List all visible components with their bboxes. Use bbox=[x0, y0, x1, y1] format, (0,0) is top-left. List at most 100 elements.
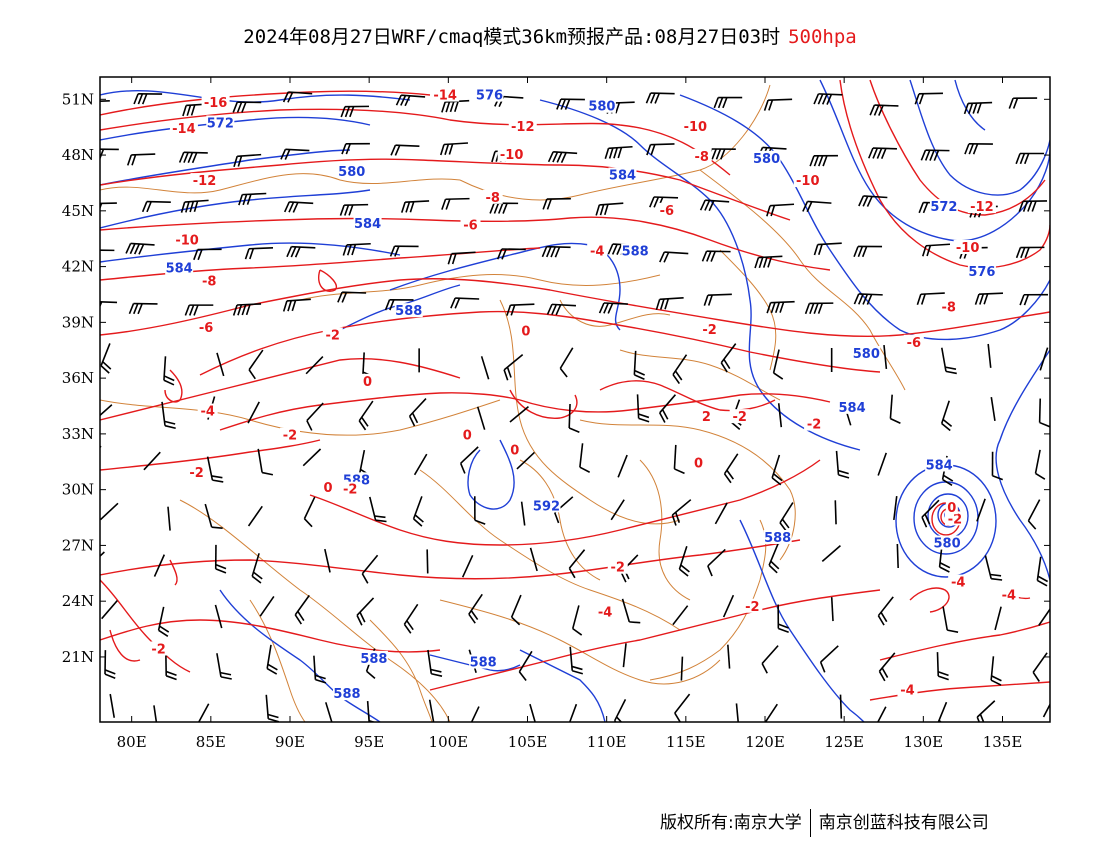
temperature-contour-label-text: -14 bbox=[172, 122, 196, 137]
wind-barb bbox=[184, 304, 214, 316]
lat-label: 27N bbox=[62, 536, 94, 554]
wind-barb bbox=[659, 251, 689, 263]
height-contour-label: 580 bbox=[587, 98, 616, 115]
wind-barb bbox=[595, 202, 624, 216]
height-contour-label: 588 bbox=[394, 303, 423, 319]
height-contour-label-text: 592 bbox=[533, 499, 560, 514]
wind-barb bbox=[520, 501, 526, 526]
wind-barb bbox=[128, 302, 158, 315]
lon-tick-95E: 95E bbox=[354, 77, 384, 751]
temperature-contour-label-text: -2 bbox=[732, 410, 746, 425]
wind-barb bbox=[671, 499, 692, 526]
wind-barb bbox=[461, 554, 474, 578]
lat-tick-21N: 21N bbox=[62, 648, 1050, 666]
temperature-contour-label: -4 bbox=[595, 604, 616, 620]
wind-barb bbox=[341, 142, 370, 155]
boundary-lines bbox=[100, 84, 906, 722]
temperature-contour-label: -2 bbox=[699, 321, 720, 338]
wind-barb bbox=[294, 594, 310, 625]
temperature-contour-label: -6 bbox=[903, 334, 924, 351]
wind-barb bbox=[216, 653, 232, 680]
wind-barb bbox=[447, 251, 476, 265]
wind-barb bbox=[720, 343, 737, 373]
wind-barb bbox=[610, 499, 625, 521]
wind-barb bbox=[735, 703, 739, 722]
wind-barb bbox=[1034, 449, 1046, 480]
temperature-contour-label-text: -12 bbox=[970, 200, 994, 215]
wind-barb bbox=[302, 448, 322, 467]
temperature-contour-label-text: 0 bbox=[521, 325, 530, 340]
wind-barb bbox=[100, 148, 119, 160]
temperature-contour-label-text: -4 bbox=[900, 683, 914, 698]
temperature-contour-label-text: -12 bbox=[511, 120, 535, 135]
lon-tick-100E: 100E bbox=[429, 77, 468, 751]
height-contour-label-text: 572 bbox=[207, 116, 234, 131]
lat-label: 24N bbox=[62, 592, 94, 610]
height-contour-label-text: 576 bbox=[476, 89, 503, 104]
temperature-contour-label-text: -12 bbox=[193, 174, 217, 189]
height-contour-label: 588 bbox=[763, 529, 792, 546]
temperature-contour-label: -2 bbox=[607, 559, 628, 576]
wind-barb bbox=[408, 398, 427, 427]
temperature-contour-label: -14 bbox=[431, 87, 460, 104]
temperature-contour-label: -2 bbox=[280, 427, 300, 444]
wind-barb bbox=[914, 92, 943, 105]
temperature-contour-label: -2 bbox=[742, 598, 763, 615]
wind-barb bbox=[266, 644, 278, 675]
temperature-contour-label-text: -8 bbox=[694, 150, 708, 165]
height-contour-label-text: 584 bbox=[926, 458, 953, 473]
temperature-contour-label: -4 bbox=[897, 682, 918, 698]
temperature-contour-label: 0 bbox=[322, 479, 334, 496]
lat-tick-33N: 33N bbox=[62, 425, 1050, 443]
temperature-contour-label-text: -6 bbox=[199, 321, 213, 336]
temperature-contour-label-text: 0 bbox=[363, 375, 372, 390]
temperature-contour-label-text: -14 bbox=[433, 89, 457, 104]
temperature-contour-label-text: -16 bbox=[204, 96, 228, 111]
wind-barb bbox=[248, 349, 264, 380]
height-contour-label-text: 580 bbox=[338, 165, 365, 180]
wind-barb bbox=[964, 143, 993, 155]
wind-barb bbox=[389, 245, 419, 257]
temperature-contour-label-text: 0 bbox=[947, 501, 956, 516]
lat-tick-51N: 51N bbox=[62, 90, 1050, 108]
temperature-contour-label-text: -8 bbox=[485, 191, 499, 206]
wind-barb bbox=[579, 443, 591, 473]
height-contour-label: 584 bbox=[608, 167, 637, 184]
wind-barb bbox=[680, 656, 684, 681]
temperature-contour-label-text: 0 bbox=[510, 444, 519, 459]
temperature-contour-label: -8 bbox=[938, 299, 959, 315]
wind-barb bbox=[439, 142, 469, 156]
wind-barb bbox=[403, 603, 419, 634]
wind-barb bbox=[768, 542, 780, 574]
temperature-contour-label-text: -2 bbox=[151, 643, 165, 658]
temperature-contours bbox=[100, 79, 1050, 701]
wind-barb bbox=[853, 293, 883, 305]
temperature-contour-label-text: -6 bbox=[907, 336, 921, 351]
wind-barb bbox=[395, 94, 426, 107]
height-contour-label-text: 580 bbox=[934, 537, 961, 552]
temperature-contour-label: -6 bbox=[196, 319, 217, 336]
wind-barb bbox=[232, 303, 262, 316]
wind-barb bbox=[703, 293, 732, 306]
wind-barb bbox=[180, 199, 209, 213]
temperature-contour-label: -2 bbox=[148, 641, 169, 658]
height-contour-label: 580 bbox=[933, 535, 962, 552]
wind-barb bbox=[197, 703, 210, 722]
wind-barb bbox=[916, 292, 945, 305]
wind-barb bbox=[559, 347, 574, 378]
wind-barb bbox=[412, 496, 424, 527]
lat-label: 42N bbox=[62, 258, 94, 276]
lon-tick-105E: 105E bbox=[508, 77, 547, 751]
wind-barb bbox=[699, 199, 730, 212]
wind-barb bbox=[869, 104, 899, 116]
wind-barb bbox=[244, 247, 274, 260]
wind-barb bbox=[259, 596, 275, 617]
wind-barb bbox=[100, 100, 110, 103]
wind-barb bbox=[761, 645, 779, 674]
wind-barb bbox=[672, 605, 689, 626]
height-contour-label-text: 580 bbox=[588, 100, 615, 115]
lon-tick-120E: 120E bbox=[745, 77, 785, 751]
wind-barb bbox=[883, 344, 888, 370]
wind-barb bbox=[390, 144, 420, 156]
